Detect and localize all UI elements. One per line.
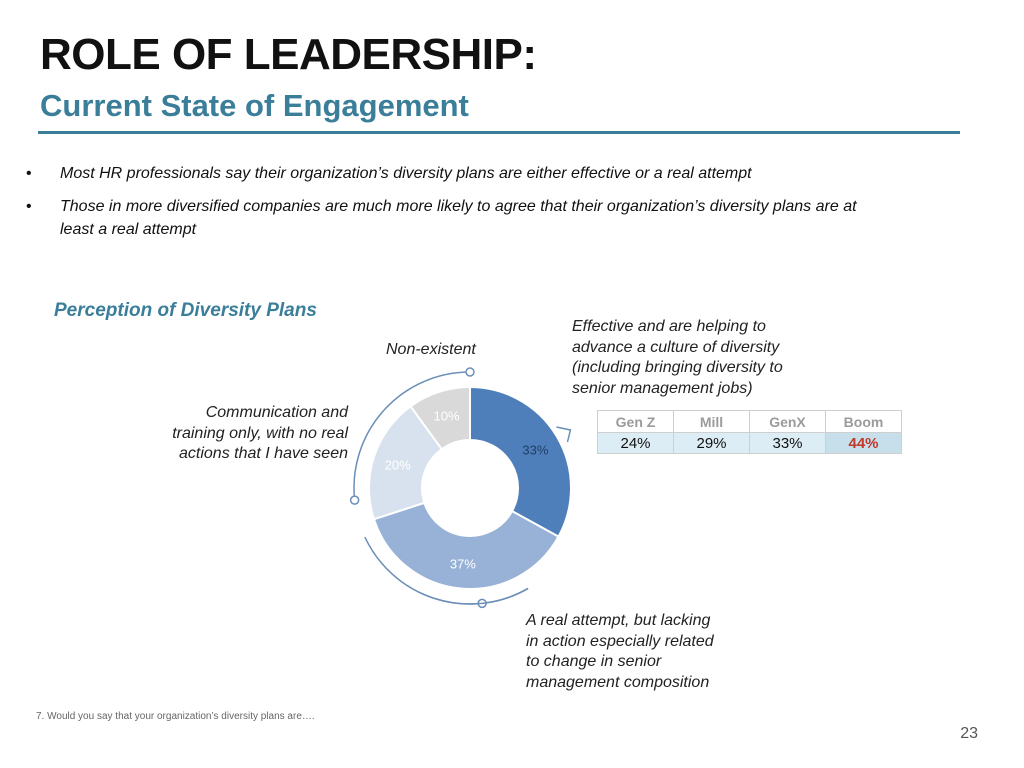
table-header-cell: Boom	[825, 410, 902, 433]
table-header-cell: GenX	[749, 410, 826, 433]
page-number: 23	[960, 725, 978, 742]
bullet-text: Most HR professionals say their organiza…	[60, 165, 752, 182]
donut-slices	[368, 385, 572, 590]
table-cell-highlight: 44%	[825, 432, 902, 454]
bullet-marker: •	[26, 165, 32, 182]
donut-slice	[372, 501, 560, 590]
chart-title: Perception of Diversity Plans	[54, 300, 317, 321]
callout-effective: Effective and are helping to advance a c…	[572, 317, 832, 399]
callout-communication: Communication and training only, with no…	[118, 403, 348, 465]
donut-slice	[409, 385, 471, 451]
callout-line: A real attempt, but lacking	[526, 612, 711, 629]
callout-arcs	[349, 367, 572, 609]
donut-slice-label: 10%	[433, 409, 459, 424]
donut-slice-label: 33%	[522, 442, 548, 457]
callout-line: management composition	[526, 673, 710, 691]
bullet-marker: •	[26, 198, 32, 215]
callout-line: to change in senior	[526, 653, 662, 670]
table-cell: 24%	[597, 432, 674, 454]
callout-real-attempt: A real attempt, but lacking in action es…	[526, 611, 786, 693]
table-header-cell: Gen Z	[597, 410, 674, 433]
callout-line: advance a culture of diversity	[572, 338, 780, 356]
donut-chart: 33% 37% 20% 10%	[349, 367, 572, 609]
callout-arc	[420, 587, 529, 605]
donut-slice-label: 37%	[450, 557, 476, 572]
callout-line: senior management jobs)	[572, 379, 753, 397]
table-cell: 33%	[749, 432, 826, 454]
donut-slice	[368, 404, 444, 521]
footnote: 7. Would you say that your organization’…	[36, 711, 315, 722]
callout-line: Effective and are helping to	[572, 318, 766, 335]
table-cell: 29%	[673, 432, 750, 454]
callout-line: Non-existent	[386, 341, 476, 358]
table-header-cell: Mill	[673, 410, 750, 433]
callout-marker	[465, 367, 475, 377]
callout-line: (including bringing diversity to	[572, 359, 783, 376]
callout-arc	[353, 371, 471, 501]
page-title: ROLE OF LEADERSHIP:	[40, 30, 537, 79]
callout-nonexistent: Non-existent	[386, 340, 476, 361]
callout-line: Communication and	[205, 404, 348, 421]
callout-arrow	[556, 426, 572, 443]
callout-line: actions that I have seen	[179, 445, 348, 462]
callout-marker	[349, 495, 360, 505]
callout-line: training only, with no real	[172, 424, 348, 442]
table-header-row: Gen Z Mill GenX Boom	[597, 410, 902, 433]
page-subtitle: Current State of Engagement	[40, 88, 469, 123]
generation-table: Gen Z Mill GenX Boom 24% 29% 33% 44%	[597, 410, 902, 454]
callout-line: in action especially related	[526, 632, 714, 650]
donut-slice	[469, 385, 572, 539]
donut-slice-label: 20%	[385, 458, 411, 473]
bullet-text: Those in more diversified companies are …	[60, 198, 857, 238]
table-row: 24% 29% 33% 44%	[597, 432, 902, 454]
donut-labels: 33% 37% 20% 10%	[385, 409, 549, 572]
title-divider	[38, 131, 960, 134]
